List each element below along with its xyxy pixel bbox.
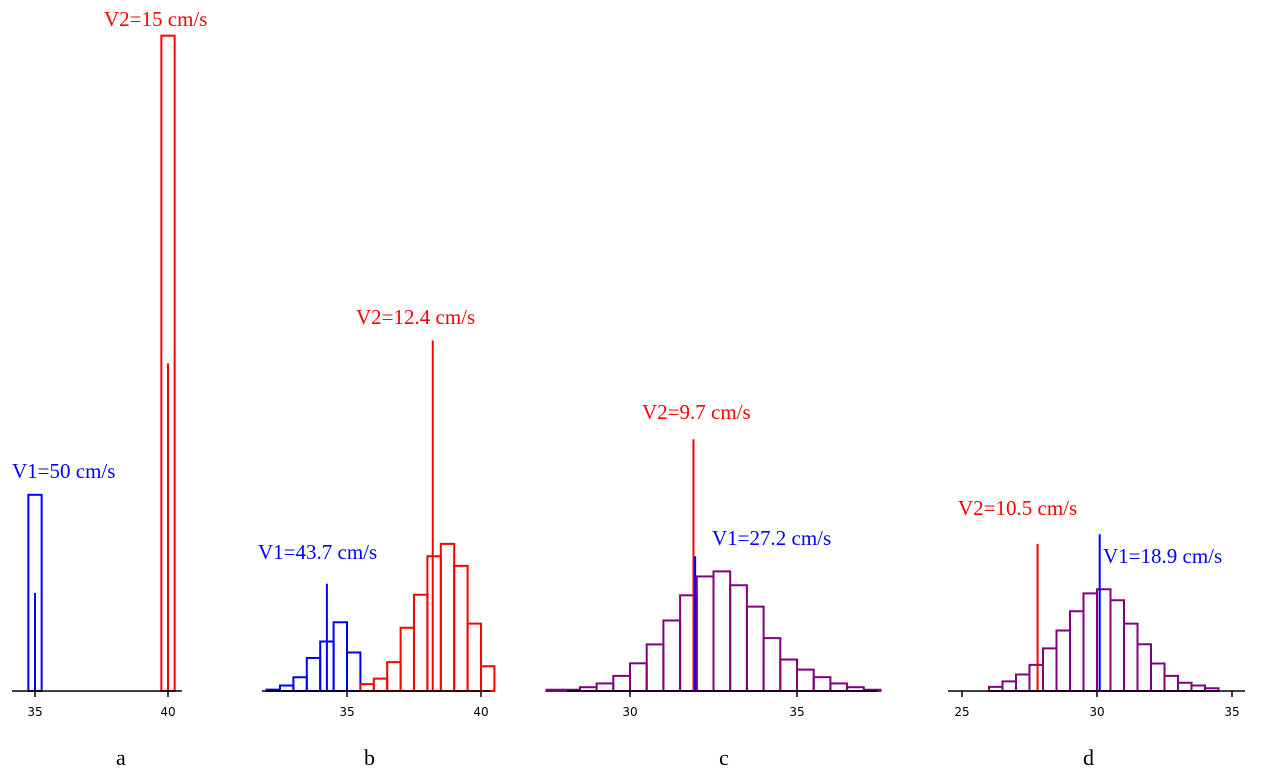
panel-d-bar-s0-9 [1109,599,1125,692]
panel-a-ticks: 35 40 [27,691,176,719]
panel-d-bar-s0-3 [1028,663,1044,692]
panel-c-bar-s0-10 [712,570,732,693]
panel-c-bar-s0-15 [796,668,815,692]
panel-d-bar-s0-12 [1150,662,1166,692]
panel-d-bar-s0-10 [1123,622,1139,692]
panel-c-bar-s0-7 [662,619,682,692]
panel-c-bars [545,570,882,693]
panel-c-bar-s0-4 [612,674,631,693]
panel-d-label: d [1083,745,1094,770]
panel-d-bar-s0-14 [1177,681,1193,692]
panel-b-bar-s1-0 [359,683,375,692]
panel-b-tick-label-0: 35 [339,705,354,719]
panel-a-tick-label-1: 40 [160,705,175,719]
panel-c-tick-label-1: 35 [789,705,804,719]
panel-b-bar-s1-9 [480,665,496,692]
panel-d-v2-annotation: V2=10.5 cm/s [958,496,1077,520]
panel-c-bar-s0-13 [762,637,782,693]
panel-c-bar-s0-5 [629,662,648,693]
panel-c-tick-label-0: 30 [622,705,637,719]
panel-b-v2-annotation: V2=12.4 cm/s [356,305,475,329]
panel-b-bar-s0-2 [292,676,308,692]
panel-d-ticks: 25 30 35 [954,691,1240,719]
panel-b-bar-s1-1 [372,677,389,692]
panel-d-bar-s0-13 [1163,674,1179,692]
panel-c: 30 35 V2=9.7 cm/s V1=27.2 cm/s c [545,400,882,770]
panel-a-bars [27,34,176,692]
panel-d-bar-s0-7 [1082,592,1098,692]
panel-c-bar-s0-0 [545,688,565,693]
panel-b-bar-s0-6 [346,651,362,692]
panel-d-bar-s0-11 [1136,643,1152,692]
panel-a-markers [34,363,169,691]
panel-c-markers [692,439,697,691]
panel-c-ticks: 30 35 [622,691,805,719]
panel-a: 35 40 V1=50 cm/s V2=15 cm/s a [12,7,207,770]
panel-b-label: b [364,745,375,770]
panel-d-bar-s0-5 [1055,629,1071,692]
panel-d-tick-label-1: 30 [1089,705,1104,719]
panel-a-v1-annotation: V1=50 cm/s [12,459,115,483]
panel-b-markers [325,340,434,691]
panel-d-markers [1036,534,1101,691]
panel-c-v1-annotation: V1=27.2 cm/s [712,526,831,550]
panel-d-bars [988,588,1220,692]
panel-c-bar-s0-16 [812,676,832,693]
panel-d-tick-label-0: 25 [954,705,969,719]
panel-c-v2-annotation: V2=9.7 cm/s [642,400,751,424]
panel-b-bar-s1-7 [453,564,469,692]
panel-b-bar-s1-4 [413,593,429,692]
panel-d-bar-s0-1 [1001,680,1017,692]
panel-a-label: a [116,745,126,770]
panel-d-tick-label-2: 35 [1224,705,1239,719]
panel-d-bar-s0-4 [1042,647,1058,692]
panel-c-bar-s0-14 [779,658,798,693]
panel-b: 35 40 V1=43.7 cm/s V2=12.4 cm/s b [258,305,496,770]
panel-b-ticks: 35 40 [339,691,489,719]
panel-b-bar-s1-8 [466,622,483,692]
panel-b-bar-s0-1 [279,684,295,692]
panel-b-bar-s1-6 [439,542,456,692]
panel-c-label: c [719,745,729,770]
panel-c-bar-s0-11 [729,584,748,693]
panel-c-bar-s0-9 [695,575,715,693]
panel-b-bars [265,542,496,692]
panel-a-tick-label-0: 35 [27,705,42,719]
panel-c-bar-s0-17 [829,682,849,692]
panel-d-bar-s0-6 [1069,610,1085,692]
panel-c-bar-s0-3 [595,682,615,692]
panel-b-v1-annotation: V1=43.7 cm/s [258,540,377,564]
panel-b-bar-s1-2 [386,661,402,692]
panel-d: 25 30 35 V2=10.5 cm/s V1=18.9 cm/s d [948,496,1245,770]
panel-c-bar-s0-6 [645,643,665,692]
panel-d-v1-annotation: V1=18.9 cm/s [1103,544,1222,568]
panel-d-bar-s0-2 [1015,673,1031,692]
panel-b-tick-label-1: 40 [473,705,488,719]
panel-b-bar-s0-5 [332,621,349,692]
panel-b-bar-s0-3 [305,657,322,692]
panel-b-bar-s1-3 [399,626,416,692]
panel-a-v2-annotation: V2=15 cm/s [104,7,207,31]
panel-b-bar-s1-5 [426,555,442,692]
panel-c-bar-s0-12 [745,605,765,692]
panel-d-bar-s0-15 [1190,684,1206,692]
